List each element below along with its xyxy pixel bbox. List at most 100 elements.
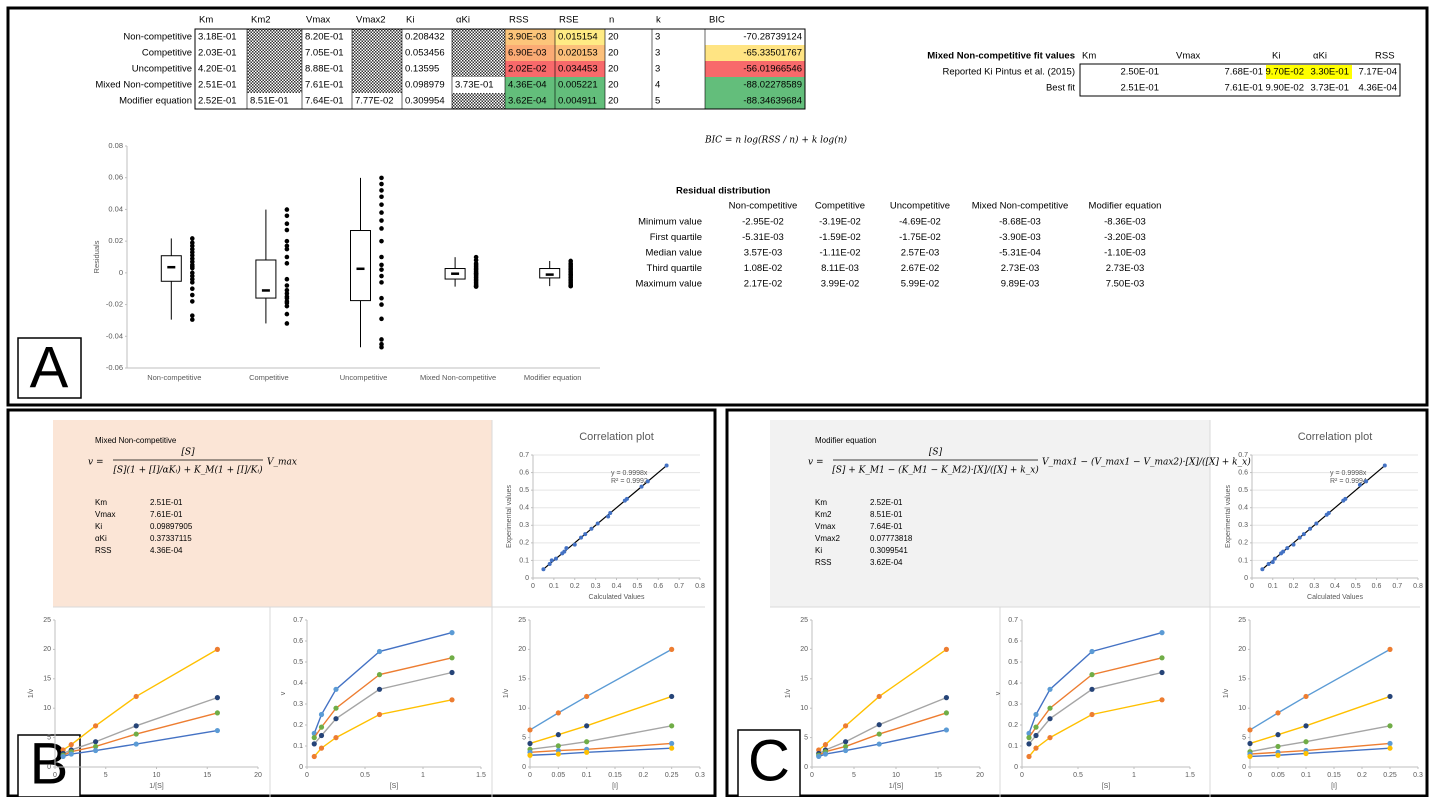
table-cell: 4 bbox=[655, 80, 660, 91]
residual-point bbox=[190, 270, 195, 276]
table-cell: 4.20E-01 bbox=[198, 64, 237, 75]
y-axis-title: 1/v bbox=[1223, 688, 1230, 698]
table-cell: -1.11E-02 bbox=[819, 248, 860, 259]
series-point bbox=[555, 751, 561, 757]
series-point bbox=[1275, 752, 1281, 758]
row-label: Maximum value bbox=[635, 279, 702, 290]
residual-point bbox=[379, 175, 384, 181]
panel-c-frame bbox=[725, 408, 1429, 797]
table-cell: 2.51E-01 bbox=[198, 80, 237, 91]
hatched-cell bbox=[352, 77, 402, 93]
x-tick-label: 0.5 bbox=[360, 772, 370, 779]
y-axis-title: 1/v bbox=[785, 688, 792, 698]
residual-point bbox=[284, 221, 290, 226]
series-point bbox=[449, 697, 455, 703]
table-cell: 2.02E-02 bbox=[508, 64, 547, 75]
y-tick-label: 0 bbox=[804, 764, 808, 771]
series-point bbox=[584, 693, 590, 700]
series-point bbox=[214, 727, 220, 734]
residual-point bbox=[379, 337, 384, 342]
y-tick-label: -0.02 bbox=[106, 300, 123, 309]
series-point bbox=[318, 724, 325, 730]
cell-fill bbox=[705, 77, 805, 93]
series-point bbox=[876, 722, 882, 728]
y-tick-label: 0.4 bbox=[519, 505, 529, 512]
table-cell: 7.17E-04 bbox=[1358, 67, 1397, 78]
y-tick-label: 0.04 bbox=[108, 204, 123, 213]
param-label: Vmax bbox=[95, 510, 115, 519]
table-cell: 20 bbox=[608, 64, 619, 75]
residual-point bbox=[379, 302, 384, 307]
series-point bbox=[1159, 630, 1165, 636]
point bbox=[562, 549, 567, 554]
series-line bbox=[1249, 742, 1391, 755]
equation-denominator: [S] + K_M1 − (K_M1 − K_M2)·[X]/([X] + k_… bbox=[832, 465, 1039, 476]
y-tick-label: 0.2 bbox=[1238, 540, 1248, 547]
point bbox=[583, 532, 588, 537]
column-header: Ki bbox=[1272, 51, 1280, 62]
table-cell: 20 bbox=[608, 96, 619, 107]
residual-point bbox=[190, 256, 195, 261]
series-line bbox=[818, 696, 947, 755]
column-header: αKi bbox=[1313, 51, 1327, 62]
residual-point bbox=[284, 303, 290, 309]
hatched-cell bbox=[247, 29, 302, 45]
series-point bbox=[1387, 723, 1393, 729]
y-tick-label: -0.04 bbox=[106, 331, 123, 340]
residual-point bbox=[379, 344, 384, 350]
x-tick-label: 0 bbox=[528, 772, 532, 779]
param-value: 0.3099541 bbox=[870, 546, 908, 555]
column-header: Mixed Non-competitive bbox=[972, 201, 1069, 212]
series-point bbox=[1033, 711, 1039, 718]
y-tick-label: 25 bbox=[518, 617, 526, 624]
residual-point bbox=[379, 295, 384, 301]
point bbox=[1326, 510, 1331, 515]
x-tick-label: 0.1 bbox=[582, 772, 592, 779]
param-value: 7.64E-01 bbox=[870, 522, 903, 531]
column-header: Vmax2 bbox=[356, 15, 386, 26]
series-line bbox=[62, 729, 218, 758]
annotation: R² = 0.9992 bbox=[611, 478, 648, 485]
annotation: R² = 0.9994 bbox=[1330, 478, 1367, 485]
series-point bbox=[555, 743, 561, 749]
y-tick-label: 0 bbox=[1244, 575, 1248, 582]
table-cell: -3.19E-02 bbox=[819, 217, 861, 228]
x-tick-label: 10 bbox=[892, 772, 900, 779]
series-point bbox=[1047, 735, 1053, 741]
param-label: Vmax bbox=[815, 522, 835, 531]
table-cell: -8.68E-03 bbox=[999, 217, 1041, 228]
table-cell: -3.20E-03 bbox=[1104, 232, 1146, 243]
residual-point bbox=[379, 218, 384, 223]
point bbox=[572, 542, 577, 547]
series-point bbox=[318, 711, 325, 718]
x-tick-label: 15 bbox=[934, 772, 942, 779]
series-line bbox=[529, 725, 672, 751]
point bbox=[639, 484, 644, 489]
x-tick-label: 0.15 bbox=[608, 772, 622, 779]
residual-point bbox=[284, 283, 290, 288]
param-label: Vmax2 bbox=[815, 534, 840, 543]
x-tick-label: 0.2 bbox=[570, 583, 580, 590]
residual-point bbox=[284, 288, 290, 293]
residual-table-title: Residual distribution bbox=[676, 186, 771, 197]
series-point bbox=[214, 695, 220, 701]
point bbox=[1364, 479, 1369, 484]
residual-point bbox=[190, 236, 195, 241]
y-tick-label: 0.7 bbox=[293, 617, 303, 624]
column-header: Km2 bbox=[251, 15, 271, 26]
x-tick-label: 20 bbox=[254, 772, 262, 779]
box bbox=[539, 268, 561, 279]
table-cell: 5 bbox=[655, 96, 660, 107]
residual-point bbox=[568, 283, 573, 289]
x-tick-label: 0.05 bbox=[1271, 772, 1285, 779]
column-header: k bbox=[656, 15, 661, 26]
x-tick-label: 0.3 bbox=[1413, 772, 1423, 779]
column-header: Ki bbox=[406, 15, 414, 26]
y-tick-label: 0.3 bbox=[1238, 522, 1248, 529]
column-header: RSS bbox=[509, 15, 529, 26]
series-point bbox=[584, 723, 590, 729]
series-point bbox=[60, 753, 66, 760]
x-axis-title: [I] bbox=[1331, 783, 1337, 790]
series-point bbox=[943, 710, 950, 716]
